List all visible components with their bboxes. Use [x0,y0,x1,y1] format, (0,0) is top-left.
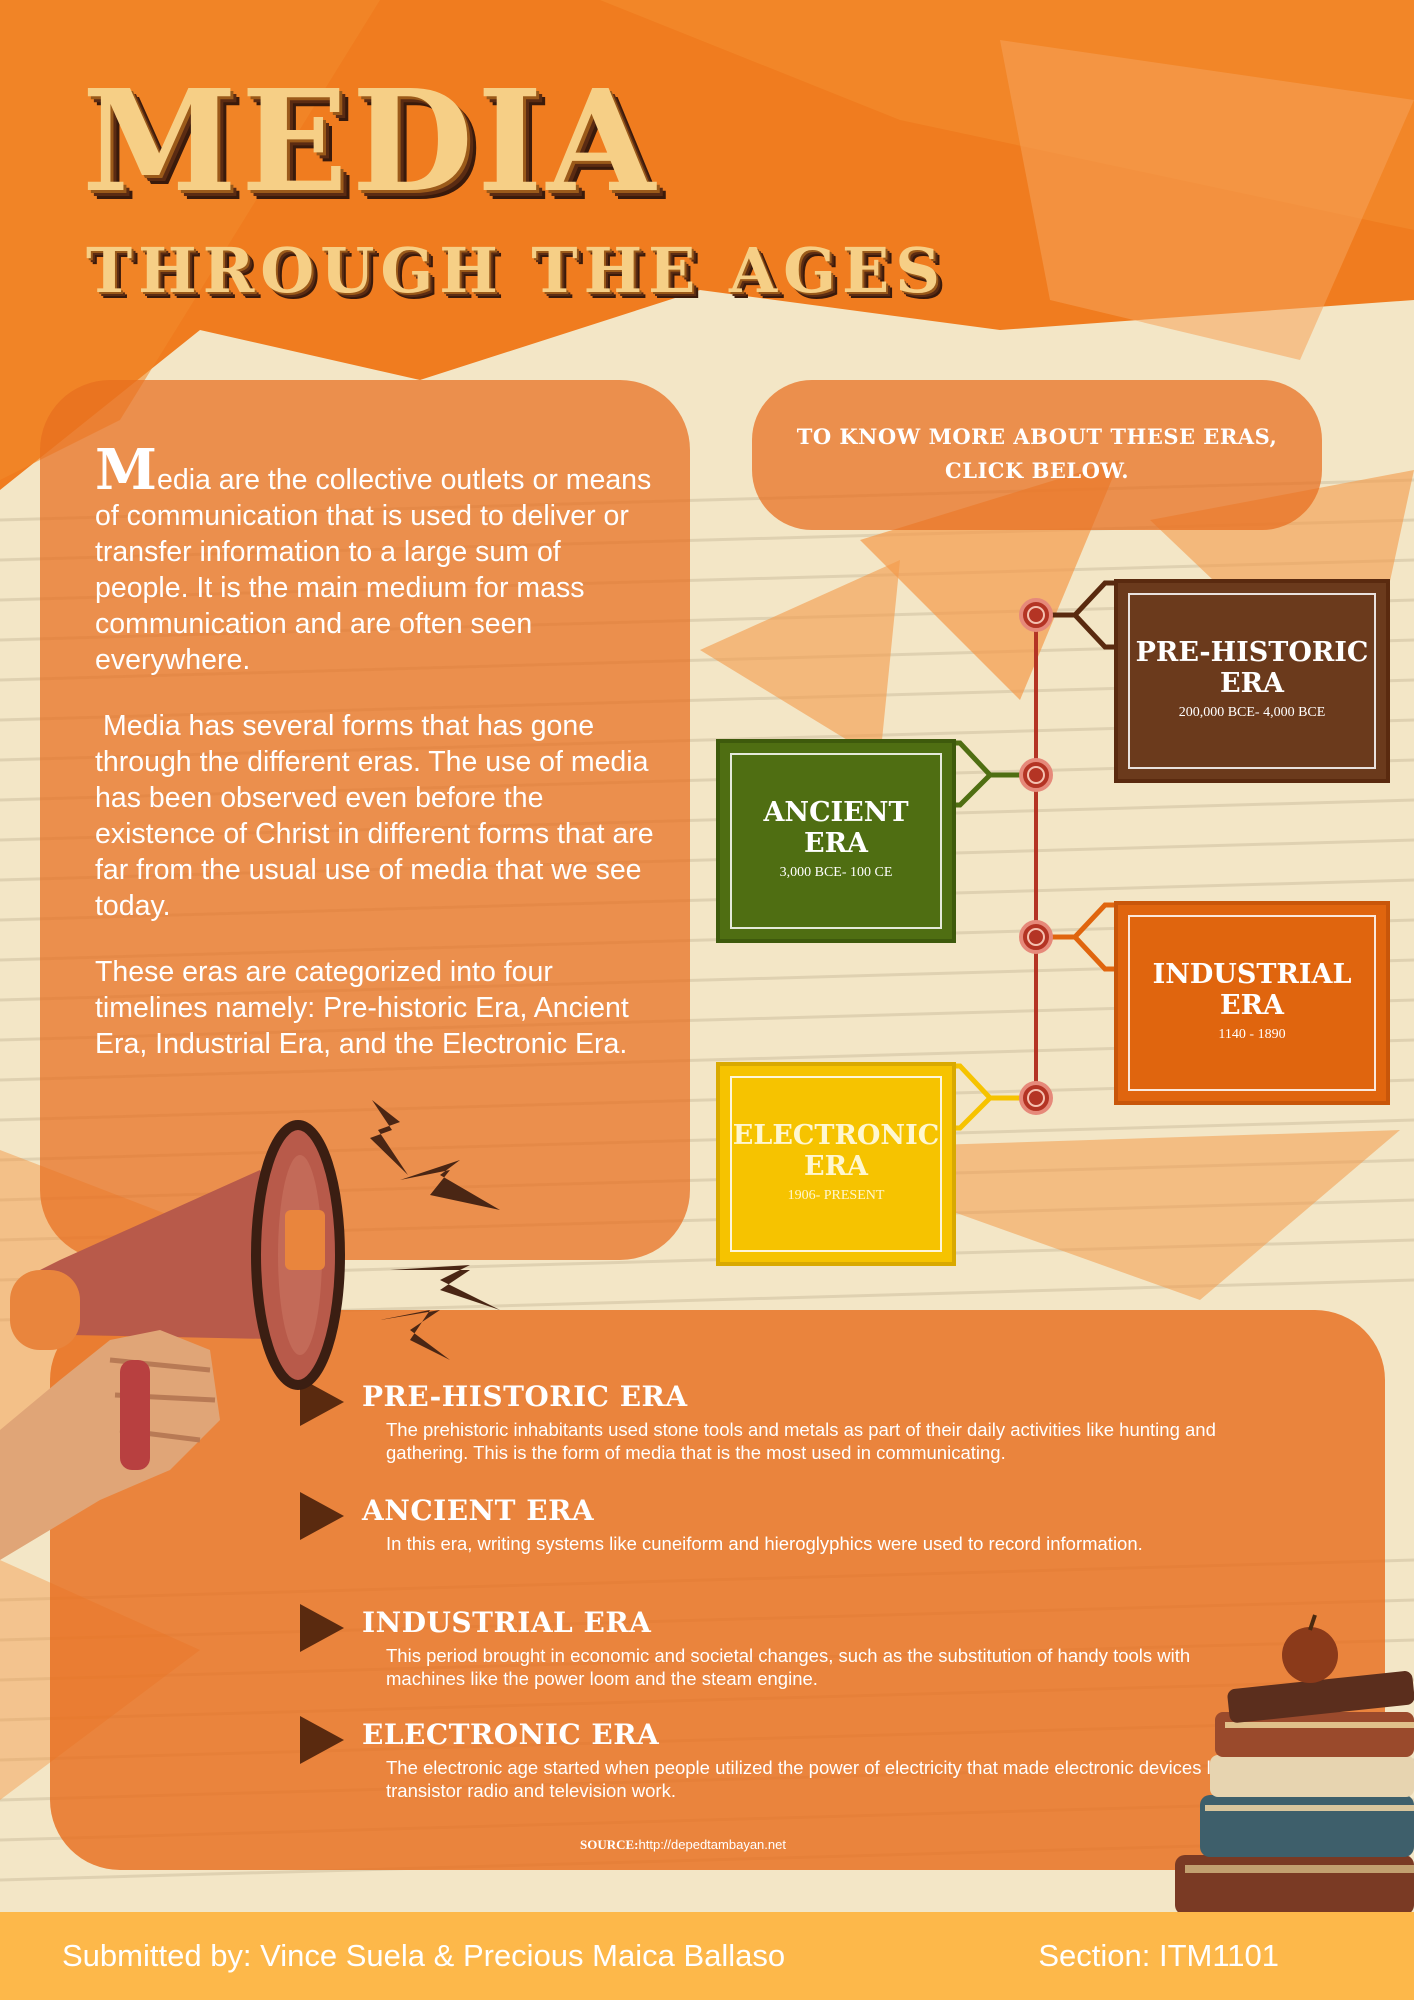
era-box-suffix: ERA [1220,668,1284,699]
era-description: This period brought in economic and soci… [386,1645,1191,1689]
era-heading: PRE-HISTORIC ERA [362,1380,688,1413]
cta-line-1: TO KNOW MORE ABOUT THESE ERAS, [796,424,1278,449]
era-box-industrial[interactable]: INDUSTRIAL ERA 1140 - 1890 [1118,905,1386,1101]
cta-line-2: CLICK BELOW. [944,458,1130,483]
era-box-electronic[interactable]: ELECTRONIC ERA 1906- PRESENT [720,1066,952,1262]
footer-section: Section: ITM1101 [1038,1938,1279,1973]
triangle-bullet-icon [300,1378,344,1426]
cta-text: TO KNOW MORE ABOUT THESE ERAS, CLICK BEL… [762,420,1312,488]
era-box-suffix: ERA [1220,990,1284,1021]
era-box-name: ELECTRONIC [732,1120,940,1151]
era-box-ancient[interactable]: ANCIENT ERA 3,000 BCE- 100 CE [720,743,952,939]
source-line: SOURCE:http://depedtambayan.net [580,1837,786,1853]
footer-submitted: Submitted by: Vince Suela & Precious Mai… [62,1938,786,1973]
intro-paragraph-3: These eras are categorized into four tim… [95,956,629,1060]
era-description: The electronic age started when people u… [386,1757,1235,1801]
era-heading: ANCIENT ERA [362,1494,595,1527]
era-box-suffix: ERA [804,828,868,859]
era-box-name: ANCIENT [763,797,909,828]
dropcap: M [95,437,157,503]
era-box-suffix: ERA [804,1151,868,1182]
cta-panel [752,380,1322,530]
era-box-dates: 200,000 BCE- 4,000 BCE [1178,705,1326,720]
era-description: The prehistoric inhabitants used stone t… [386,1419,1216,1463]
era-box-dates: 1906- PRESENT [787,1188,885,1203]
footer-bar: Submitted by: Vince Suela & Precious Mai… [0,1912,1414,2000]
triangle-bullet-icon [300,1492,344,1540]
triangle-bullet-icon [300,1716,344,1764]
title-main: MEDIA [82,60,660,224]
era-description: In this era, writing systems like cuneif… [386,1533,1143,1554]
eras-panel [50,1310,1385,1870]
intro-paragraph-2: Media has several forms that has gone th… [95,710,654,922]
intro-p1-text: edia are the collective outlets or means… [95,464,652,676]
source-label: SOURCE: [580,1837,639,1852]
era-box-name: INDUSTRIAL [1152,959,1352,990]
intro-paragraph-1: Media are the collective outlets or mean… [95,442,655,678]
era-box-name: PRE-HISTORIC [1135,637,1369,668]
era-box-dates: 3,000 BCE- 100 CE [779,865,893,880]
title-sub: THROUGH THE AGES [86,234,947,307]
triangle-bullet-icon [300,1604,344,1652]
intro-panel [40,380,690,1260]
era-heading: ELECTRONIC ERA [362,1718,660,1751]
era-heading: INDUSTRIAL ERA [362,1606,652,1639]
era-box-prehistoric[interactable]: PRE-HISTORIC ERA 200,000 BCE- 4,000 BCE [1118,583,1386,779]
era-box-dates: 1140 - 1890 [1218,1027,1286,1042]
source-url[interactable]: http://depedtambayan.net [638,1837,786,1852]
intro-text: Media are the collective outlets or mean… [95,442,655,1092]
